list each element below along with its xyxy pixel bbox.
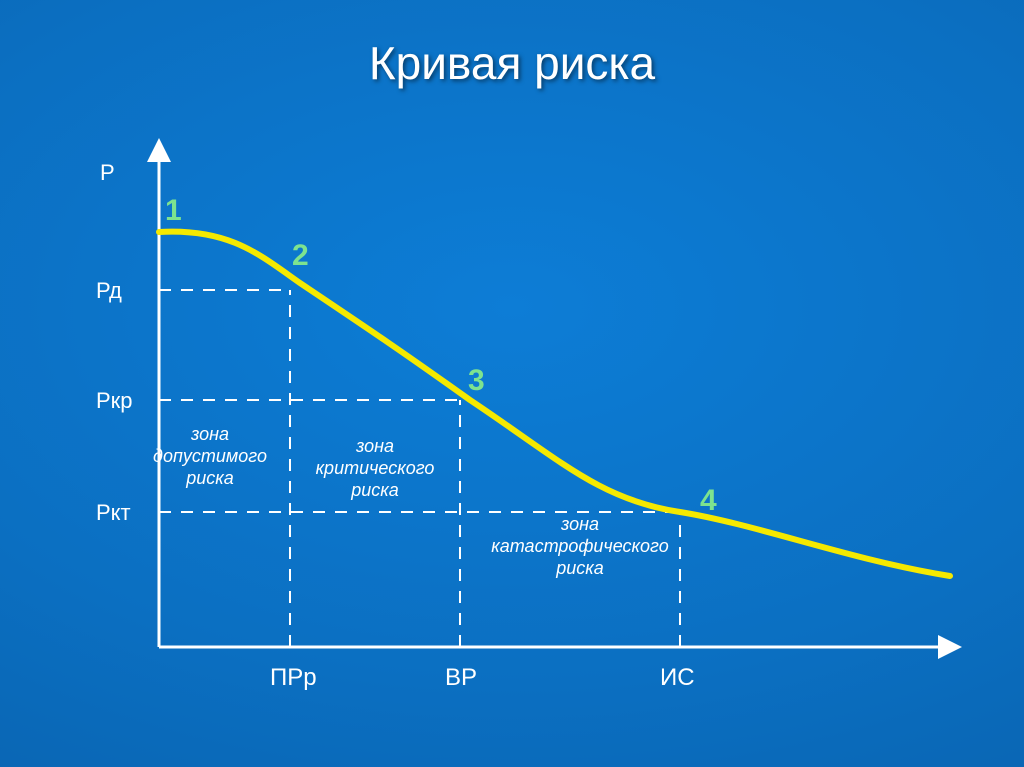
risk-curve xyxy=(159,232,950,576)
risk-curve-chart: Р Рд Ркр Ркт ПРр ВР ИС 1 2 3 4 зонадопустимогориска… xyxy=(0,0,1024,767)
x-axis-label: ИС xyxy=(660,664,695,691)
zone-label: зонакатастрофическогориска xyxy=(491,514,669,578)
zone-label: зонакритическогориска xyxy=(316,436,435,500)
curve-point-label: 2 xyxy=(292,239,309,272)
y-axis-label: Рд xyxy=(96,278,122,303)
x-axis-label: ВР xyxy=(445,664,477,691)
y-axis-label: Ркт xyxy=(96,500,131,525)
curve-point-label: 1 xyxy=(165,194,182,227)
y-axis-label: Р xyxy=(100,160,115,185)
y-axis-label: Ркр xyxy=(96,388,133,413)
curve-point-label: 3 xyxy=(468,364,485,397)
zone-label: зонадопустимогориска xyxy=(153,424,267,488)
x-axis-label: ПРр xyxy=(270,664,317,691)
curve-point-label: 4 xyxy=(700,484,717,517)
